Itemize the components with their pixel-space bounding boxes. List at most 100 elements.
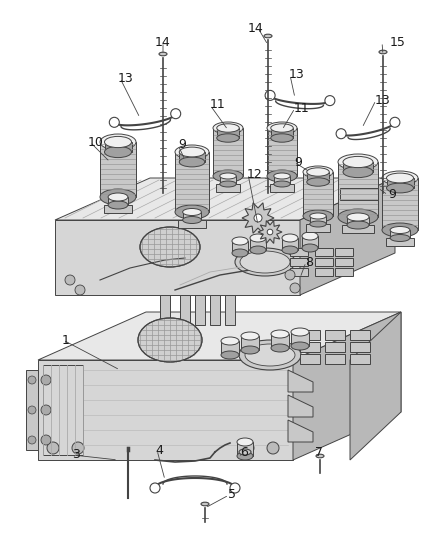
Ellipse shape — [282, 234, 298, 242]
Polygon shape — [271, 128, 293, 138]
Polygon shape — [325, 354, 345, 364]
Ellipse shape — [274, 173, 290, 179]
Ellipse shape — [201, 502, 209, 506]
Polygon shape — [382, 178, 418, 230]
Ellipse shape — [217, 124, 239, 132]
Text: 15: 15 — [390, 36, 406, 49]
Text: 12: 12 — [247, 167, 263, 181]
Polygon shape — [390, 230, 410, 238]
Ellipse shape — [140, 227, 200, 267]
Polygon shape — [288, 420, 313, 442]
Ellipse shape — [235, 248, 295, 276]
Ellipse shape — [316, 454, 324, 458]
Ellipse shape — [250, 234, 266, 242]
Ellipse shape — [271, 124, 293, 132]
Polygon shape — [315, 268, 333, 276]
Ellipse shape — [343, 156, 373, 167]
Text: 3: 3 — [72, 448, 80, 462]
Polygon shape — [237, 442, 253, 456]
Circle shape — [390, 117, 400, 127]
Ellipse shape — [347, 221, 369, 229]
Polygon shape — [310, 216, 326, 224]
Circle shape — [267, 442, 279, 454]
Circle shape — [110, 117, 119, 127]
Circle shape — [336, 128, 346, 139]
Ellipse shape — [264, 34, 272, 38]
Ellipse shape — [221, 337, 239, 345]
Circle shape — [28, 376, 36, 384]
Polygon shape — [347, 217, 369, 225]
Text: 11: 11 — [210, 99, 226, 111]
Polygon shape — [100, 142, 136, 197]
Circle shape — [242, 442, 254, 454]
Ellipse shape — [217, 134, 239, 142]
Polygon shape — [342, 225, 374, 233]
Text: 9: 9 — [178, 139, 186, 151]
Text: 6: 6 — [240, 446, 248, 458]
Polygon shape — [290, 258, 308, 266]
Polygon shape — [108, 197, 128, 205]
Polygon shape — [221, 341, 239, 355]
Ellipse shape — [382, 171, 418, 185]
Polygon shape — [38, 360, 293, 460]
Polygon shape — [300, 330, 320, 340]
Circle shape — [41, 405, 51, 415]
Ellipse shape — [220, 173, 236, 179]
Ellipse shape — [159, 52, 167, 56]
Circle shape — [150, 483, 160, 493]
Polygon shape — [55, 178, 395, 220]
Circle shape — [285, 270, 295, 280]
Ellipse shape — [271, 134, 293, 142]
Polygon shape — [350, 312, 401, 460]
Ellipse shape — [379, 50, 387, 54]
Ellipse shape — [239, 340, 301, 370]
Text: 1: 1 — [62, 334, 70, 346]
Polygon shape — [250, 238, 266, 250]
Polygon shape — [104, 205, 132, 213]
Circle shape — [254, 214, 262, 222]
Ellipse shape — [302, 244, 318, 252]
Ellipse shape — [338, 154, 378, 170]
Circle shape — [41, 375, 51, 385]
Polygon shape — [303, 172, 333, 216]
Ellipse shape — [303, 210, 333, 222]
Ellipse shape — [221, 351, 239, 359]
Polygon shape — [225, 295, 235, 325]
Polygon shape — [315, 258, 333, 266]
Polygon shape — [315, 248, 333, 256]
Text: 9: 9 — [388, 189, 396, 201]
Ellipse shape — [386, 183, 413, 193]
Text: 13: 13 — [118, 71, 134, 85]
Circle shape — [267, 229, 273, 235]
Ellipse shape — [307, 168, 329, 176]
Text: 5: 5 — [228, 489, 236, 502]
Polygon shape — [335, 258, 353, 266]
Ellipse shape — [232, 237, 248, 245]
Ellipse shape — [274, 181, 290, 187]
Polygon shape — [242, 203, 274, 233]
Polygon shape — [195, 295, 205, 325]
Text: 8: 8 — [305, 255, 313, 269]
Ellipse shape — [267, 122, 297, 134]
Text: 14: 14 — [248, 21, 264, 35]
Circle shape — [47, 442, 59, 454]
Ellipse shape — [237, 452, 253, 460]
Circle shape — [325, 95, 335, 106]
Ellipse shape — [307, 178, 329, 186]
Polygon shape — [216, 184, 240, 192]
Polygon shape — [325, 330, 345, 340]
Ellipse shape — [213, 122, 243, 134]
Ellipse shape — [267, 170, 297, 182]
Ellipse shape — [183, 216, 201, 223]
Polygon shape — [160, 295, 170, 325]
Text: 10: 10 — [88, 135, 104, 149]
Polygon shape — [241, 336, 259, 350]
Ellipse shape — [291, 328, 309, 336]
Circle shape — [65, 275, 75, 285]
Ellipse shape — [386, 173, 413, 183]
Polygon shape — [306, 224, 330, 232]
Ellipse shape — [382, 223, 418, 237]
Text: 13: 13 — [375, 93, 391, 107]
Ellipse shape — [282, 246, 298, 254]
Polygon shape — [55, 220, 300, 295]
